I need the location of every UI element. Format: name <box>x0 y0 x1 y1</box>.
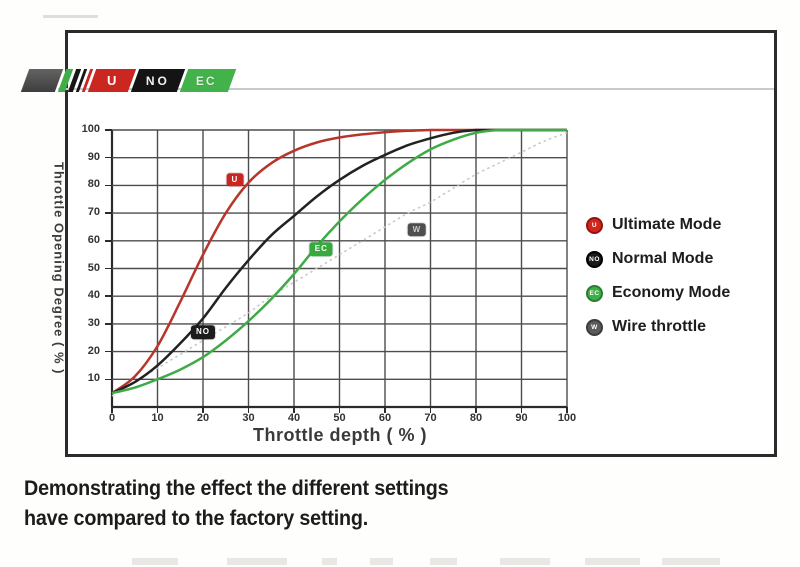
y-tick-mark <box>105 129 112 131</box>
wire-throttle-curve <box>111 132 568 397</box>
x-tick-mark <box>566 407 568 413</box>
x-tick-mark <box>429 407 432 413</box>
wire-throttle-badge: W <box>407 222 427 237</box>
x-tick-mark <box>202 407 204 413</box>
brand-logo: U NO EC <box>20 69 237 92</box>
ultimate-mode-badge: U <box>226 173 244 187</box>
x-tick-mark <box>111 407 113 413</box>
chart-frame <box>65 30 777 457</box>
economy-mode-badge: EC <box>309 242 333 256</box>
x-tick-label: 20 <box>196 412 210 424</box>
y-tick-label: 70 <box>87 206 100 219</box>
legend-item-normal: NO Normal Mode <box>586 249 713 269</box>
x-tick-label: 90 <box>515 412 528 424</box>
x-tick-label: 60 <box>378 412 392 424</box>
legend-item-wire: W Wire throttle <box>586 317 706 337</box>
y-tick-mark <box>105 295 112 297</box>
wire-throttle-icon: W <box>586 318 603 336</box>
legend-item-economy: EC Economy Mode <box>586 283 730 303</box>
x-tick-label: 10 <box>151 412 164 424</box>
x-tick-mark <box>520 407 523 413</box>
y-tick-label: 50 <box>87 261 100 274</box>
plot-area <box>110 128 568 409</box>
economy-mode-curve <box>111 128 567 395</box>
logo-segment-label: U <box>107 73 117 88</box>
x-tick-label: 70 <box>424 412 437 424</box>
y-tick-mark <box>105 350 112 353</box>
logo-segment-ultimate: U <box>87 69 137 92</box>
x-tick-mark <box>475 407 477 413</box>
x-tick-mark <box>247 407 250 413</box>
y-axis-title: Throttle Opening Degree ( % ) <box>51 162 67 375</box>
y-tick-mark <box>105 323 112 325</box>
x-tick-label: 50 <box>333 412 346 424</box>
cropped-text-remnant <box>662 558 720 565</box>
legend-label: Economy Mode <box>612 284 731 301</box>
legend-item-ultimate: U Ultimate Mode <box>586 215 721 235</box>
y-tick-mark <box>105 212 112 214</box>
y-tick-mark <box>105 267 112 270</box>
cropped-text-remnant <box>430 558 457 565</box>
y-tick-label: 20 <box>87 344 100 357</box>
cropped-text-remnant <box>227 558 287 565</box>
y-tick-label: 30 <box>87 316 100 329</box>
x-tick-mark <box>338 407 341 413</box>
cropped-text-remnant <box>322 558 337 565</box>
logo-segment-label: NO <box>146 73 170 88</box>
x-tick-label: 30 <box>242 412 255 424</box>
x-tick-mark <box>293 407 295 413</box>
caption-line-1: Demonstrating the effect the different s… <box>24 477 449 500</box>
cropped-text-remnant <box>132 558 178 565</box>
y-tick-mark <box>105 156 112 159</box>
y-tick-label: 10 <box>87 372 100 385</box>
y-tick-label: 80 <box>87 178 100 191</box>
legend-label: Ultimate Mode <box>612 216 722 233</box>
caption-line-2: have compared to the factory setting. <box>24 506 369 530</box>
grid-and-curves <box>110 128 568 409</box>
y-tick-label: 90 <box>87 150 100 163</box>
cropped-text-remnant <box>585 558 640 565</box>
y-tick-mark <box>105 240 112 242</box>
ultimate-mode-icon: U <box>586 216 603 234</box>
normal-mode-badge: NO <box>191 325 215 339</box>
x-tick-label: 0 <box>108 412 116 424</box>
legend-label: Normal Mode <box>612 250 714 267</box>
figure-caption: Demonstrating the effect the different s… <box>24 474 449 534</box>
logo-segment-economy: EC <box>179 69 237 92</box>
cropped-text-remnant <box>370 558 393 565</box>
x-tick-mark <box>384 407 386 413</box>
x-tick-mark <box>156 407 159 413</box>
x-tick-label: 80 <box>469 412 483 424</box>
x-tick-label: 40 <box>287 412 301 424</box>
y-tick-mark <box>105 378 112 381</box>
y-tick-label: 40 <box>87 289 100 302</box>
legend-label: Wire throttle <box>612 318 707 335</box>
x-tick-label: 100 <box>557 412 577 424</box>
divider-line <box>58 88 774 90</box>
cropped-text-remnant <box>500 558 550 565</box>
y-tick-label: 100 <box>81 123 100 135</box>
logo-segment-normal: NO <box>130 69 186 92</box>
scan-artifact <box>43 15 98 18</box>
x-axis-title: Throttle depth ( % ) <box>253 425 427 445</box>
y-tick-label: 60 <box>87 233 100 246</box>
logo-dark-bar <box>20 69 64 92</box>
normal-mode-icon: NO <box>586 250 603 268</box>
y-tick-mark <box>105 184 112 187</box>
logo-segment-label: EC <box>195 73 217 88</box>
economy-mode-icon: EC <box>586 284 603 302</box>
